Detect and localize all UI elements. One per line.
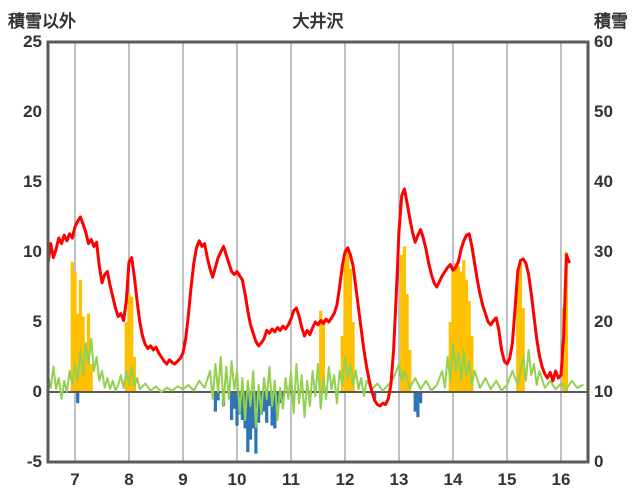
yellow-bars-bar — [343, 259, 347, 392]
x-tick-label: 12 — [335, 470, 355, 489]
blue-bars-bar — [216, 392, 220, 401]
yellow-bars-bar — [516, 268, 520, 392]
yellow-bars-bar — [400, 254, 404, 392]
y-left-tick-label: 25 — [23, 32, 42, 51]
yellow-bars-bar — [464, 280, 469, 392]
y-left-tick-label: 5 — [32, 312, 42, 331]
yellow-bars-bar — [86, 313, 91, 392]
x-tick-label: 8 — [124, 470, 134, 489]
y-right-tick-label: 40 — [594, 172, 613, 191]
yellow-bars-bar — [78, 280, 83, 392]
x-tick-label: 9 — [178, 470, 188, 489]
yellow-bars-bar — [470, 336, 474, 392]
chart-title: 大井沢 — [292, 12, 344, 31]
blue-bars-bar — [265, 392, 269, 423]
yellow-bars-bar — [467, 301, 471, 392]
x-tick-label: 11 — [282, 470, 300, 489]
x-tick-label: 14 — [443, 470, 463, 489]
yellow-bars-bar — [348, 268, 353, 392]
x-tick-label: 16 — [551, 470, 571, 489]
y-right-tick-label: 30 — [594, 242, 613, 261]
yellow-bars-bar — [127, 294, 131, 392]
blue-bars-bar — [281, 392, 285, 401]
blue-bars-bar — [418, 392, 423, 404]
y-left-tick-label: -5 — [26, 452, 42, 471]
yellow-bars-bar — [351, 322, 355, 392]
blue-bars-bar — [246, 392, 250, 453]
blue-bars-bar — [229, 392, 234, 420]
x-tick-label: 15 — [497, 470, 517, 489]
y-right-tick-label: 10 — [594, 382, 613, 401]
yellow-bars-bar — [124, 322, 128, 392]
y-left-tick-label: 20 — [23, 102, 42, 121]
x-tick-label: 13 — [389, 470, 409, 489]
blue-bars-bar — [270, 392, 274, 426]
blue-bars-bar — [273, 392, 277, 429]
blue-bars-bar — [251, 392, 255, 429]
blue-bars-bar — [248, 392, 253, 440]
right-axis-title: 積雪 — [594, 12, 628, 31]
yellow-bars-bar — [89, 364, 93, 392]
yellow-bars-bar — [340, 336, 344, 392]
blue-bars-bar — [213, 392, 218, 412]
yellow-bars-bar — [462, 260, 466, 392]
yellow-bars-bar — [132, 357, 137, 392]
x-tick-label: 10 — [227, 470, 247, 489]
y-left-tick-label: 15 — [23, 172, 42, 191]
blue-bars-bar — [413, 392, 417, 412]
yellow-bars-bar — [346, 249, 350, 392]
yellow-bars-bar — [521, 308, 525, 392]
blue-bars-bar — [275, 392, 280, 409]
left-axis-title: 積雪以外 — [8, 12, 76, 31]
yellow-bars-bar — [408, 350, 412, 392]
blue-bars-bar — [262, 392, 266, 412]
yellow-bars-bar — [454, 263, 458, 392]
yellow-bars-bar — [456, 266, 461, 392]
yellow-bars-bar — [405, 294, 409, 392]
yellow-bars-bar — [81, 316, 85, 392]
yellow-bars-bar — [70, 261, 74, 392]
x-tick-label: 7 — [70, 470, 80, 489]
yellow-bars-bar — [73, 271, 77, 392]
y-right-tick-label: 20 — [594, 312, 613, 331]
yellow-bars-bar — [518, 263, 523, 392]
green-line — [47, 337, 584, 428]
yellow-bars-bar — [319, 310, 323, 392]
blue-bars-bar — [240, 392, 245, 420]
blue-bars-bar — [267, 392, 272, 406]
yellow-bars-bar — [321, 319, 326, 392]
y-right-tick-label: 0 — [594, 452, 604, 471]
blue-bars-bar — [416, 392, 420, 418]
y-right-tick-label: 60 — [594, 32, 613, 51]
yellow-bars-bar — [459, 271, 463, 392]
red-line — [46, 187, 571, 408]
yellow-bars-bar — [130, 296, 134, 392]
blue-bars-bar — [76, 392, 80, 404]
blue-bars-bar — [235, 392, 239, 426]
yellow-bars-bar — [451, 268, 455, 392]
blue-bars-bar — [256, 392, 261, 423]
yellow-bars-bar — [84, 347, 88, 392]
y-right-tick-label: 50 — [594, 102, 613, 121]
yellow-bars-bar — [564, 252, 569, 392]
blue-bars-bar — [232, 392, 236, 409]
yellow-bars-bar — [402, 246, 407, 392]
yellow-bars-bar — [448, 322, 452, 392]
y-left-tick-label: 10 — [23, 242, 42, 261]
plot-frame — [46, 40, 590, 464]
y-left-tick-label: 0 — [32, 382, 42, 401]
yellow-bars-bar — [76, 313, 80, 392]
